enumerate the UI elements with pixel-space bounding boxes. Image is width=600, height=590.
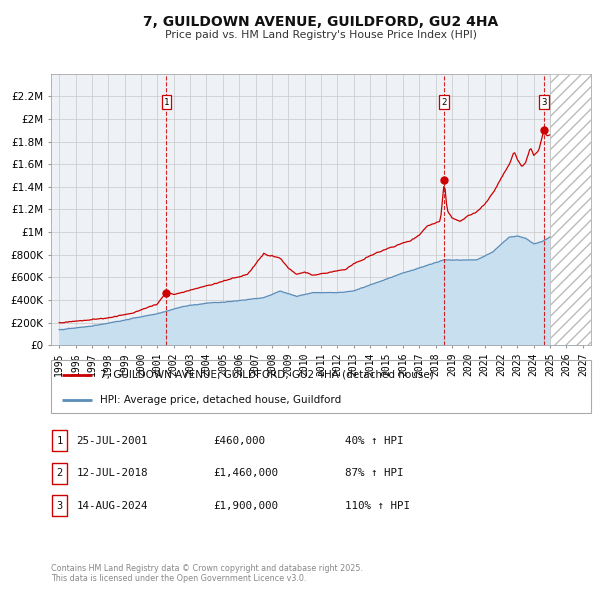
Text: 2: 2	[442, 98, 447, 107]
Text: 12-JUL-2018: 12-JUL-2018	[76, 468, 148, 478]
Text: 1: 1	[164, 98, 169, 107]
Text: Contains HM Land Registry data © Crown copyright and database right 2025.
This d: Contains HM Land Registry data © Crown c…	[51, 563, 363, 583]
Text: 1: 1	[56, 436, 62, 445]
Text: Price paid vs. HM Land Registry's House Price Index (HPI): Price paid vs. HM Land Registry's House …	[165, 31, 477, 40]
Text: 3: 3	[541, 98, 547, 107]
Text: 2: 2	[56, 468, 62, 478]
Text: HPI: Average price, detached house, Guildford: HPI: Average price, detached house, Guil…	[100, 395, 341, 405]
Text: 7, GUILDOWN AVENUE, GUILDFORD, GU2 4HA (detached house): 7, GUILDOWN AVENUE, GUILDFORD, GU2 4HA (…	[100, 370, 433, 380]
Text: 110% ↑ HPI: 110% ↑ HPI	[345, 501, 410, 510]
Text: £1,460,000: £1,460,000	[213, 468, 278, 478]
Text: 40% ↑ HPI: 40% ↑ HPI	[345, 436, 404, 445]
Text: £1,900,000: £1,900,000	[213, 501, 278, 510]
Text: 7, GUILDOWN AVENUE, GUILDFORD, GU2 4HA: 7, GUILDOWN AVENUE, GUILDFORD, GU2 4HA	[143, 15, 499, 30]
Text: 87% ↑ HPI: 87% ↑ HPI	[345, 468, 404, 478]
Text: 3: 3	[56, 501, 62, 510]
Text: £460,000: £460,000	[213, 436, 265, 445]
Text: 25-JUL-2001: 25-JUL-2001	[76, 436, 148, 445]
Text: 14-AUG-2024: 14-AUG-2024	[76, 501, 148, 510]
